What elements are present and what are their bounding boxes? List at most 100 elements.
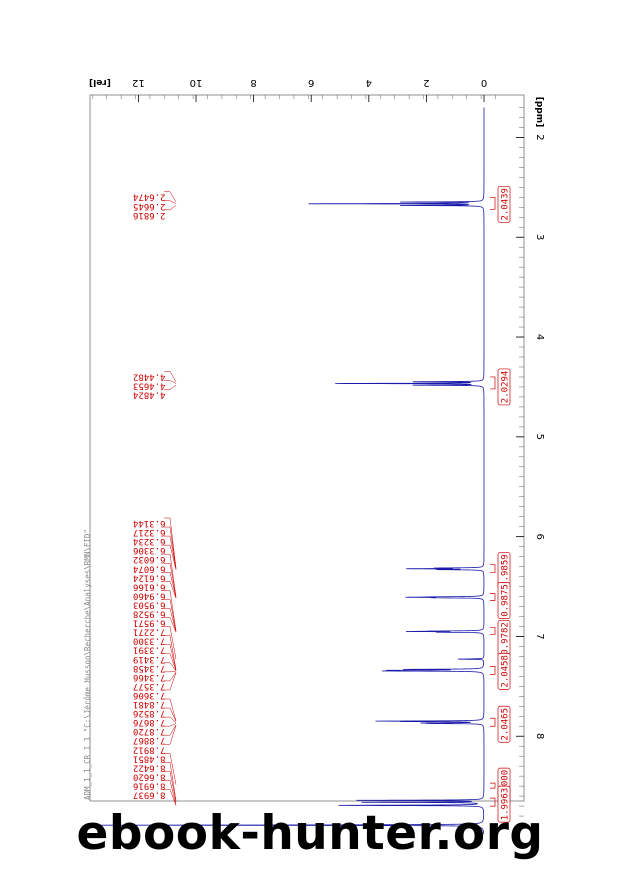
- integral-box: [497, 368, 511, 406]
- integral-bracket: [490, 717, 496, 727]
- peak-leader: [164, 200, 177, 204]
- peak-label: 7.8912: [133, 744, 166, 754]
- integral-box: [497, 705, 511, 743]
- peak-leader: [164, 563, 177, 598]
- peak-leader: [164, 644, 177, 671]
- ppm-axis: 2 3 4 5 6 7 8 [ppm]: [516, 97, 545, 739]
- rel-tick-label: 0: [481, 77, 487, 88]
- integral-box: [497, 185, 511, 223]
- peak-label: 7.3300: [133, 636, 166, 646]
- peak-leader: [164, 723, 177, 727]
- peak-leader: [164, 191, 177, 203]
- integral-box: [497, 653, 511, 690]
- integral-label: 2.0439: [497, 185, 511, 223]
- peak-label: 6.3144: [133, 518, 166, 528]
- peak-label: 7.8720: [133, 726, 166, 736]
- integral-value: 2.0294: [501, 371, 511, 404]
- peak-label: 7.3577: [133, 681, 166, 691]
- peak-leader: [164, 599, 177, 632]
- peak-leader: [164, 672, 177, 691]
- integral-value: 2.0465: [501, 708, 511, 741]
- peak-leader: [164, 205, 177, 211]
- peak-leader: [164, 535, 177, 569]
- watermark-text: ebook-hunter.org: [76, 806, 544, 861]
- integral-box: [497, 785, 511, 823]
- peak-leader: [164, 716, 177, 724]
- peak-label: 4.4824: [133, 390, 166, 400]
- rel-tick-label: 2: [423, 77, 429, 88]
- peak-leader: [164, 572, 177, 598]
- rel-axis: 0 2 4 6 8 10 12 [rel]: [89, 77, 487, 102]
- rel-tick-label: 6: [308, 77, 314, 88]
- peak-label: 8.6620: [133, 771, 166, 781]
- peak-label: 6.9460: [133, 590, 166, 600]
- integral-bracket: [490, 666, 496, 675]
- peak-leader: [164, 771, 177, 803]
- integral-bracket: [490, 376, 496, 390]
- peak-leader: [164, 753, 177, 785]
- rel-tick-label: 8: [250, 77, 256, 88]
- peak-label: 7.8526: [133, 708, 166, 718]
- ppm-tick-label: 3: [534, 234, 545, 240]
- peak-label: 8.6422: [133, 762, 166, 772]
- integral-value: 0.9875: [501, 584, 511, 617]
- integral-bracket: [490, 627, 496, 635]
- ppm-tick-label: 2: [534, 134, 545, 140]
- peak-label: 7.8481: [133, 699, 166, 709]
- integral-bracket: [490, 564, 496, 573]
- ppm-tick-label: 5: [534, 434, 545, 440]
- integral-value: 2.0439: [501, 188, 511, 221]
- rel-tick-label: 12: [132, 77, 145, 88]
- peak-leader: [164, 789, 177, 806]
- peak-label: 2.6645: [133, 201, 166, 211]
- peak-leader: [164, 670, 177, 673]
- integral-box: [497, 582, 511, 619]
- peak-leader: [164, 725, 177, 745]
- integral-bracket: [490, 196, 496, 210]
- peak-label: 7.3458: [133, 663, 166, 673]
- integral-value: 0.9859: [501, 554, 511, 587]
- peak-label: 6.9571: [133, 618, 166, 628]
- rel-tick-label: 10: [190, 77, 203, 88]
- spectrum-line: [91, 107, 485, 835]
- peak-leader: [164, 617, 177, 633]
- peak-label: 8.6937: [133, 790, 166, 800]
- integral-label: 2.0294: [497, 368, 511, 406]
- peak-label: 7.8867: [133, 735, 166, 745]
- peak-label: 6.6074: [133, 563, 166, 573]
- peak-label: 4.4482: [133, 371, 166, 381]
- peak-leader: [164, 590, 177, 632]
- file-caption-group: ADM_1_1_CR 1 1 "C:\Jérôme Husson\Recherc…: [83, 529, 92, 800]
- peak-leader: [164, 526, 177, 569]
- peak-label: 7.3419: [133, 654, 166, 664]
- peak-leader: [164, 371, 177, 382]
- ppm-tick-label: 6: [534, 533, 545, 539]
- peak-label: 6.9528: [133, 609, 166, 619]
- ppm-axis-label: [ppm]: [534, 97, 544, 128]
- integral-label: 2.0458: [497, 653, 511, 690]
- peak-leader: [164, 517, 177, 569]
- peak-label: 6.6124: [133, 572, 166, 582]
- peak-label: 6.3234: [133, 536, 166, 546]
- peak-label: 4.4653: [133, 380, 166, 390]
- peak-leader: [164, 653, 177, 671]
- peak-label: 8.6916: [133, 780, 166, 790]
- ppm-tick-label: 4: [534, 334, 545, 340]
- integral-label: 1.9963: [497, 785, 511, 823]
- peak-label: 2.6474: [133, 192, 166, 202]
- integral-value: 2.0458: [501, 655, 511, 688]
- peak-label: 6.3217: [133, 527, 166, 537]
- peak-label: 6.9503: [133, 599, 166, 609]
- peak-leader: [164, 780, 177, 806]
- peak-leader: [164, 553, 177, 597]
- frame-ticks: [92, 95, 524, 827]
- peak-leader: [164, 762, 177, 801]
- peak-leader: [164, 626, 177, 660]
- peak-label: 7.3391: [133, 645, 166, 655]
- integral-label: 0.9782: [497, 620, 511, 657]
- peak-label: 7.2271: [133, 627, 166, 637]
- peak-label: 7.8676: [133, 717, 166, 727]
